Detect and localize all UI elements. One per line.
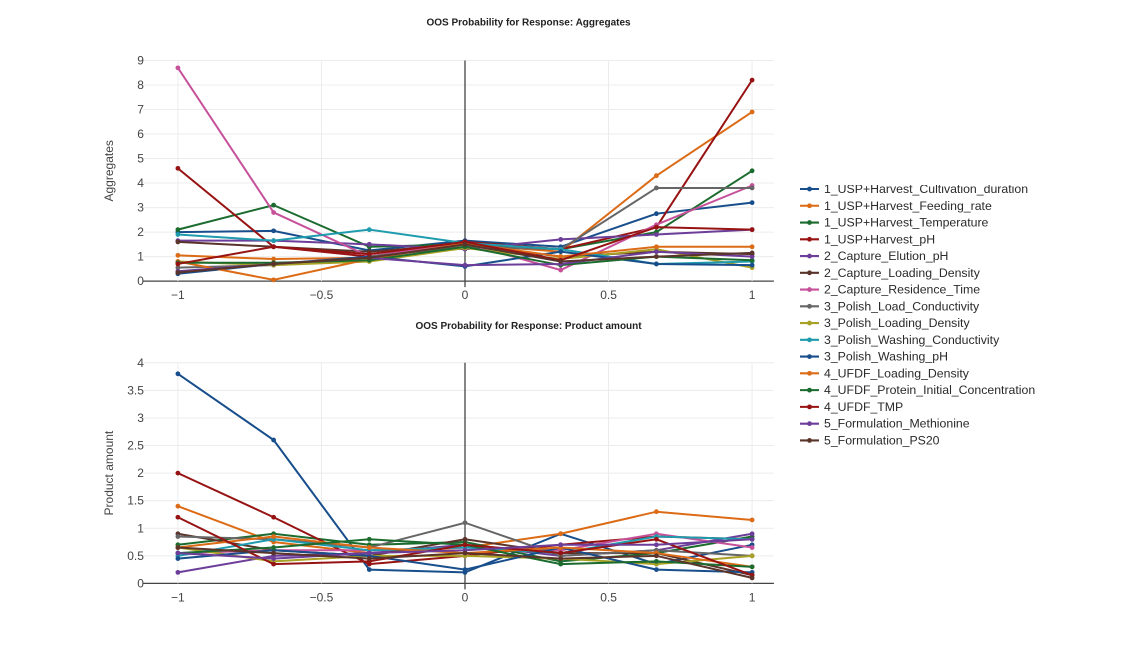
svg-text:1_USP+Harvest_Cultivation_dura: 1_USP+Harvest_Cultivation_duration (824, 185, 1028, 196)
svg-text:0: 0 (137, 576, 144, 590)
svg-text:5_Formulation_Methionine: 5_Formulation_Methionine (824, 416, 970, 430)
svg-text:OOS Probability for Response:: OOS Probability for Response: Product am… (415, 321, 642, 332)
svg-text:1_USP+Harvest_Feeding_rate: 1_USP+Harvest_Feeding_rate (824, 199, 992, 213)
svg-text:4_UFDF_Protein_Initial_Concent: 4_UFDF_Protein_Initial_Concentration (824, 383, 1035, 397)
svg-text:3_Polish_Washing_pH: 3_Polish_Washing_pH (824, 349, 948, 363)
svg-text:2.5: 2.5 (127, 439, 144, 453)
svg-text:4: 4 (137, 356, 144, 370)
svg-text:1: 1 (137, 521, 144, 535)
svg-text:4_UFDF_TMP: 4_UFDF_TMP (824, 400, 903, 414)
svg-text:5_Formulation_PS20: 5_Formulation_PS20 (824, 433, 940, 447)
svg-text:1_USP+Harvest_pH: 1_USP+Harvest_pH (824, 232, 935, 246)
svg-text:−1: −1 (171, 590, 185, 604)
svg-text:3.5: 3.5 (127, 383, 144, 397)
svg-text:−0.5: −0.5 (310, 590, 334, 604)
svg-text:3_Polish_Washing_Conductivity: 3_Polish_Washing_Conductivity (824, 333, 1000, 347)
svg-text:1.5: 1.5 (127, 494, 144, 508)
svg-text:0.5: 0.5 (127, 549, 144, 563)
svg-text:2_Capture_Loading_Density: 2_Capture_Loading_Density (824, 266, 981, 280)
svg-text:2_Capture_Elution_pH: 2_Capture_Elution_pH (824, 249, 948, 263)
svg-text:1: 1 (749, 590, 756, 604)
svg-text:4_UFDF_Loading_Density: 4_UFDF_Loading_Density (824, 366, 970, 380)
svg-text:3: 3 (137, 411, 144, 425)
svg-text:0: 0 (462, 590, 469, 604)
svg-text:2_Capture_Residence_Time: 2_Capture_Residence_Time (824, 282, 980, 296)
svg-text:3_Polish_Load_Conductivity: 3_Polish_Load_Conductivity (824, 299, 980, 313)
svg-text:3_Polish_Loading_Density: 3_Polish_Loading_Density (824, 316, 970, 330)
svg-text:0.5: 0.5 (600, 590, 617, 604)
svg-text:1_USP+Harvest_Temperature: 1_USP+Harvest_Temperature (824, 215, 989, 229)
svg-text:2: 2 (137, 466, 144, 480)
svg-text:Product amount: Product amount (102, 430, 116, 515)
